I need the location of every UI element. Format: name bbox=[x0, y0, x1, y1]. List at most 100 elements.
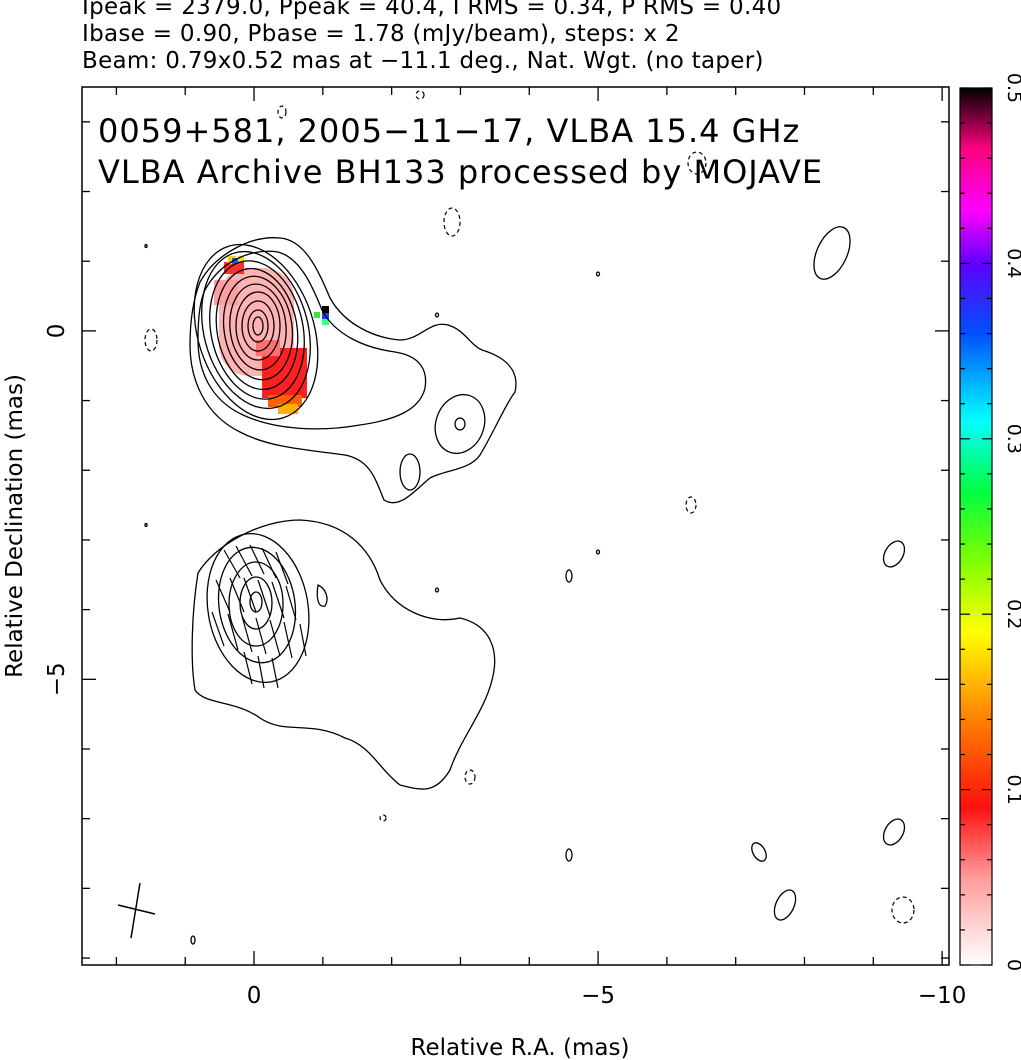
pol-patch bbox=[238, 256, 244, 262]
colorbar-label: 0 bbox=[1003, 959, 1021, 971]
contour-core bbox=[229, 283, 287, 371]
noise-contour bbox=[595, 271, 601, 277]
contour-core bbox=[235, 291, 281, 361]
noise-contour bbox=[190, 935, 196, 945]
negative-contour bbox=[415, 90, 425, 100]
evpa-stick bbox=[299, 623, 307, 657]
negative-contours bbox=[144, 90, 915, 924]
evpa-stick bbox=[229, 577, 245, 613]
evpa-stick bbox=[243, 651, 253, 685]
y-tick-labels: 0 −5 bbox=[44, 324, 70, 697]
evpa-stick bbox=[285, 585, 297, 621]
colorbar bbox=[959, 87, 993, 966]
pol-patch bbox=[322, 306, 329, 313]
noise-contour bbox=[565, 569, 573, 583]
contour-core bbox=[222, 275, 294, 381]
plot-frame bbox=[81, 86, 950, 966]
header-line-3: Beam: 0.79x0.52 mas at −11.1 deg., Nat. … bbox=[82, 48, 764, 74]
evpa-stick bbox=[275, 551, 289, 585]
contour-core bbox=[252, 316, 264, 336]
negative-contour bbox=[685, 496, 697, 514]
pol-patch bbox=[256, 340, 280, 356]
colorbar-ticks bbox=[960, 87, 992, 966]
pol-patch bbox=[314, 312, 320, 318]
pol-patch bbox=[232, 258, 238, 264]
contour-south-outer bbox=[191, 519, 496, 790]
evpa-stick bbox=[261, 547, 277, 579]
evpa-stick bbox=[241, 615, 253, 653]
evpa-stick bbox=[235, 545, 253, 577]
evpa-sticks bbox=[211, 544, 307, 689]
beam-minor-axis bbox=[117, 904, 156, 915]
header-line-1: Ipeak = 2379.0, Ppeak = 40.4, I RMS = 0.… bbox=[82, 0, 782, 20]
colorbar-label: 0.3 bbox=[1003, 424, 1021, 454]
evpa-stick bbox=[257, 579, 271, 617]
noise-contour bbox=[773, 889, 797, 921]
x-tick-label: 0 bbox=[247, 983, 262, 1009]
evpa-stick bbox=[227, 613, 239, 651]
x-tick-label: −10 bbox=[918, 983, 967, 1009]
contour-core bbox=[209, 260, 305, 400]
source-title: 0059+581, 2005−11−17, VLBA 15.4 GHz bbox=[98, 112, 800, 150]
contour-core bbox=[215, 267, 299, 391]
contour-south bbox=[249, 591, 263, 613]
negative-contour bbox=[464, 769, 476, 785]
colorbar-label: 0.2 bbox=[1003, 599, 1021, 629]
negative-contour bbox=[687, 151, 707, 175]
contour-south bbox=[206, 532, 310, 684]
contour-jet-knot bbox=[454, 417, 466, 431]
contour-south-knot bbox=[316, 584, 328, 607]
contour-jet-knot bbox=[434, 393, 486, 455]
noise-contour bbox=[565, 848, 573, 862]
colorbar-labels: 0 0.1 0.2 0.3 0.4 0.5 bbox=[1003, 73, 1021, 971]
evpa-stick bbox=[257, 655, 265, 689]
evpa-stick bbox=[271, 657, 279, 689]
pol-patch bbox=[322, 319, 329, 325]
noise-contour bbox=[434, 312, 440, 318]
colorbar-label: 0.4 bbox=[1003, 248, 1021, 278]
noise-contour bbox=[595, 549, 601, 555]
noise-contour bbox=[882, 540, 906, 568]
noise-contour bbox=[813, 226, 851, 280]
contour-south bbox=[239, 576, 273, 630]
negative-contour bbox=[144, 328, 158, 352]
beam-major-axis bbox=[130, 882, 141, 939]
y-axis-ticks bbox=[82, 121, 949, 959]
contour-core-outer bbox=[189, 237, 517, 504]
negative-contour bbox=[379, 814, 387, 822]
noise-contour bbox=[144, 243, 148, 249]
contour-jet-knot bbox=[399, 453, 421, 491]
colorbar-label: 0.1 bbox=[1003, 774, 1021, 804]
y-tick-label: −5 bbox=[44, 662, 70, 696]
evpa-stick bbox=[215, 579, 231, 613]
y-tick-label: 0 bbox=[44, 324, 70, 339]
colorbar-label: 0.5 bbox=[1003, 73, 1021, 103]
contour-core bbox=[197, 250, 427, 430]
header-line-2: Ibase = 0.90, Pbase = 1.78 (mJy/beam), s… bbox=[82, 21, 680, 47]
noise-contour bbox=[434, 587, 440, 593]
x-tick-labels: 0 −5 −10 bbox=[247, 983, 967, 1009]
evpa-stick bbox=[255, 617, 267, 655]
evpa-stick bbox=[223, 549, 241, 579]
pol-patch bbox=[278, 404, 298, 414]
x-axis-ticks bbox=[115, 87, 943, 965]
negative-contour bbox=[277, 105, 287, 119]
x-tick-label: −5 bbox=[581, 983, 615, 1009]
evpa-stick bbox=[271, 581, 285, 619]
contour-core bbox=[193, 243, 319, 421]
evpa-stick bbox=[283, 621, 293, 659]
contour-core bbox=[201, 250, 311, 410]
noise-contour bbox=[751, 842, 767, 862]
noise-contour bbox=[144, 522, 148, 528]
evpa-stick bbox=[211, 611, 225, 647]
evpa-stick bbox=[243, 577, 257, 613]
evpa-stick bbox=[249, 544, 265, 575]
negative-contour bbox=[891, 896, 915, 924]
y-axis-label: Relative Declination (mas) bbox=[2, 374, 28, 678]
archive-label: VLBA Archive BH133 processed by MOJAVE bbox=[98, 153, 823, 191]
contour-south bbox=[217, 546, 297, 664]
contour-south bbox=[228, 561, 284, 647]
intensity-contours bbox=[144, 226, 906, 945]
beam-cross bbox=[117, 882, 156, 939]
